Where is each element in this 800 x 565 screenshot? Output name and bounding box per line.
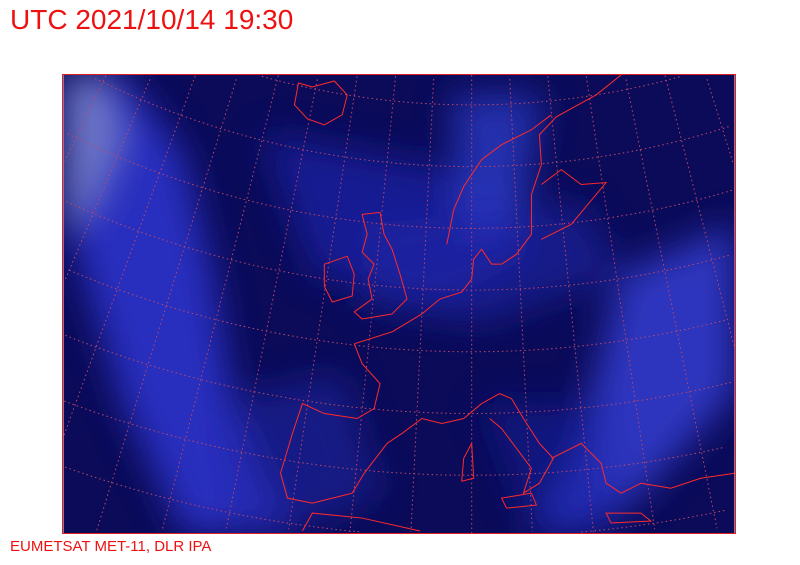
latitude-line xyxy=(66,201,731,291)
baltic xyxy=(541,168,608,240)
satellite-map xyxy=(62,74,736,534)
iberia-france xyxy=(279,343,482,504)
great-britain xyxy=(353,211,408,320)
longitude-line xyxy=(162,75,279,530)
cloud-layer xyxy=(63,75,735,533)
timestamp-title: UTC 2021/10/14 19:30 xyxy=(10,4,294,35)
longitude-line xyxy=(509,78,533,532)
longitude-line xyxy=(288,76,358,530)
italy xyxy=(481,393,554,495)
longitude-line xyxy=(225,79,318,529)
longitude-line xyxy=(64,79,151,282)
coastlines xyxy=(279,75,735,532)
longitude-line xyxy=(664,75,735,346)
north-africa xyxy=(301,512,421,532)
latitude-line xyxy=(94,77,731,168)
map-canvas xyxy=(63,75,735,533)
longitude-line xyxy=(410,78,435,532)
latitude-line xyxy=(65,466,726,533)
sardinia xyxy=(461,441,475,482)
ireland xyxy=(323,255,355,303)
sicily xyxy=(500,492,538,509)
longitude-line xyxy=(625,79,718,529)
graticule xyxy=(63,75,735,533)
crete xyxy=(605,512,653,524)
north-coast xyxy=(354,75,622,345)
longitude-line xyxy=(63,75,196,437)
norway xyxy=(446,114,552,245)
longitude-line xyxy=(585,76,656,530)
longitude-line xyxy=(349,76,397,532)
iceland xyxy=(293,80,348,126)
longitude-line xyxy=(547,76,594,532)
balkans xyxy=(551,442,735,494)
latitude-line xyxy=(67,133,733,229)
longitude-line xyxy=(706,79,735,165)
data-source-credit: EUMETSAT MET-11, DLR IPA xyxy=(10,538,212,555)
latitude-line xyxy=(65,334,733,415)
